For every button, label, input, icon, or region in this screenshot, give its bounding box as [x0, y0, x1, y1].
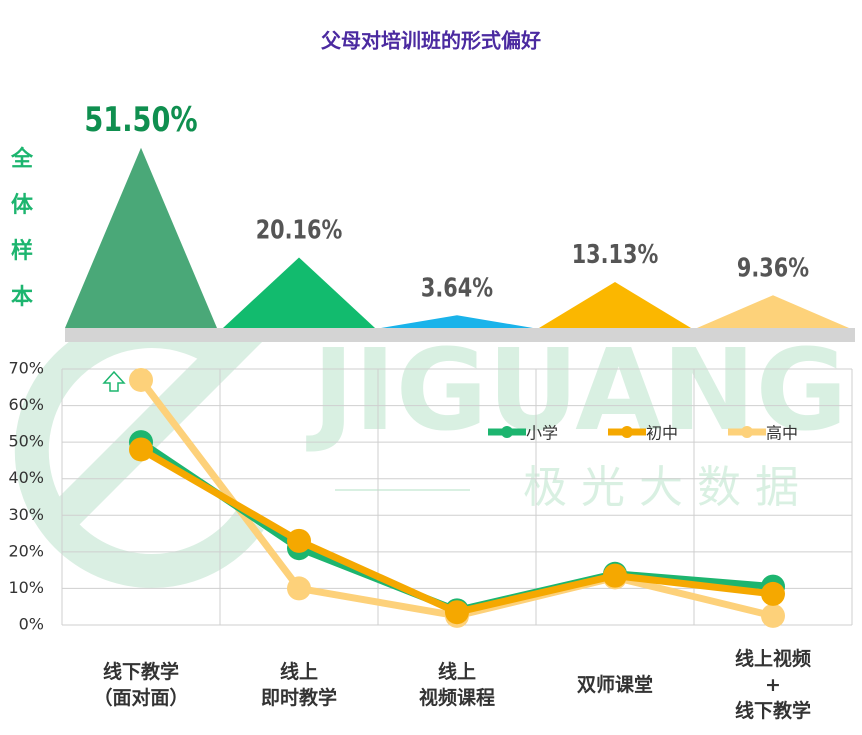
triangle	[65, 147, 217, 328]
point	[761, 581, 785, 606]
point	[287, 576, 311, 601]
point	[129, 437, 153, 462]
up-arrow-icon	[102, 370, 126, 392]
x-tick-label: 线下教学（面对面）	[93, 660, 188, 709]
logo-slash	[47, 317, 263, 533]
y-tick-label: 40%	[8, 468, 44, 487]
x-tick-label: 线上视频+线下教学	[735, 647, 811, 722]
y-tick-label: 10%	[8, 578, 44, 597]
triangle	[697, 295, 849, 328]
y-tick-label: 20%	[8, 541, 44, 560]
y-tick-label: 70%	[8, 359, 44, 378]
y-tick-label: 30%	[8, 505, 44, 524]
triangle	[223, 257, 375, 328]
x-tick-label: 线上视频课程	[419, 660, 495, 709]
y-tick-label: 60%	[8, 395, 44, 414]
point	[761, 603, 785, 628]
point	[603, 563, 627, 588]
legend-marker	[741, 426, 753, 438]
value-label: 20.16%	[256, 214, 343, 245]
legend-marker	[501, 426, 513, 438]
x-tick-label: 双师课堂	[577, 674, 653, 696]
legend-marker	[621, 426, 633, 438]
x-tick-label: 线上即时教学	[261, 660, 337, 709]
baseline-band	[65, 328, 855, 342]
chart-title: 父母对培训班的形式偏好	[320, 29, 541, 53]
point	[129, 367, 153, 392]
point	[445, 600, 469, 625]
legend-label: 高中	[766, 424, 798, 443]
triangle	[381, 315, 533, 328]
value-label: 51.50%	[84, 100, 197, 140]
y-tick-label: 0%	[19, 615, 44, 634]
y-tick-label: 50%	[8, 432, 44, 451]
point	[287, 528, 311, 553]
sample-label: 全体样本	[10, 146, 34, 310]
value-label: 13.13%	[572, 239, 659, 270]
triangle	[539, 282, 691, 328]
watermark-name: 极光大数据	[523, 462, 813, 513]
value-label: 3.64%	[421, 272, 493, 303]
value-label: 9.36%	[737, 252, 809, 283]
legend-label: 初中	[646, 424, 678, 443]
legend-label: 小学	[526, 424, 558, 443]
